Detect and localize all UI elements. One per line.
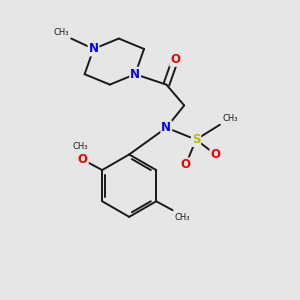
Text: O: O bbox=[78, 153, 88, 166]
Text: S: S bbox=[192, 133, 200, 146]
Text: CH₃: CH₃ bbox=[222, 114, 238, 123]
Text: N: N bbox=[161, 121, 171, 134]
Text: O: O bbox=[210, 148, 220, 161]
Text: O: O bbox=[181, 158, 191, 171]
Text: CH₃: CH₃ bbox=[175, 213, 190, 222]
Text: CH₃: CH₃ bbox=[72, 142, 88, 151]
Text: N: N bbox=[130, 68, 140, 81]
Text: O: O bbox=[170, 53, 180, 66]
Text: CH₃: CH₃ bbox=[53, 28, 69, 37]
Text: N: N bbox=[88, 42, 98, 56]
